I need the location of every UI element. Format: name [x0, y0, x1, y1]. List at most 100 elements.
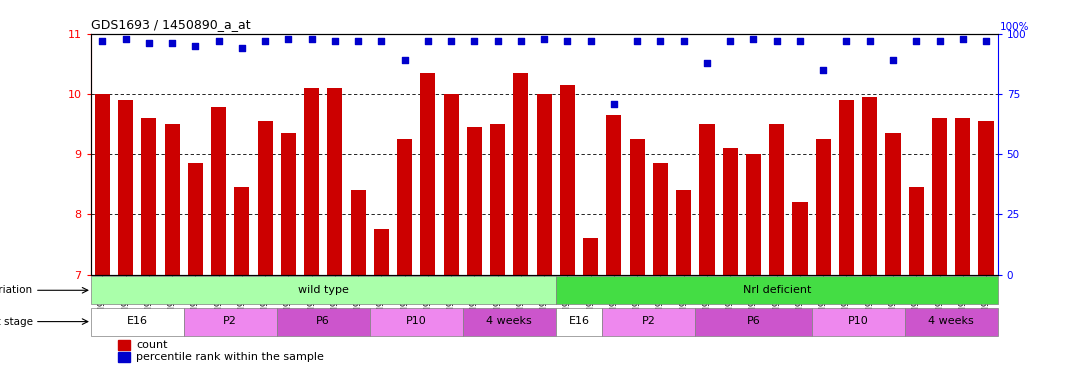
Bar	[188, 163, 203, 274]
Point	[536, 36, 553, 42]
Point	[419, 38, 436, 44]
Bar	[373, 230, 389, 274]
Bar	[235, 187, 250, 274]
Bar	[769, 124, 784, 274]
Point	[280, 36, 297, 42]
Text: P2: P2	[642, 316, 656, 326]
Point	[489, 38, 506, 44]
Bar	[211, 107, 226, 274]
Text: genotype/variation: genotype/variation	[0, 285, 33, 295]
Point	[234, 45, 251, 51]
Bar	[746, 154, 761, 274]
FancyBboxPatch shape	[812, 308, 905, 336]
Text: P10: P10	[848, 316, 869, 326]
Point	[838, 38, 855, 44]
Point	[721, 38, 738, 44]
Point	[652, 38, 669, 44]
Point	[443, 38, 460, 44]
Bar	[467, 127, 482, 274]
Text: 100%: 100%	[1000, 22, 1030, 32]
Point	[372, 38, 389, 44]
Bar	[722, 148, 737, 274]
Bar	[839, 100, 854, 274]
Bar	[118, 100, 133, 274]
Point	[327, 38, 344, 44]
FancyBboxPatch shape	[463, 308, 556, 336]
Bar	[118, 352, 130, 362]
Bar	[815, 139, 831, 274]
Point	[303, 36, 320, 42]
Point	[861, 38, 878, 44]
FancyBboxPatch shape	[602, 308, 696, 336]
Bar	[537, 94, 552, 274]
Text: count: count	[137, 340, 168, 350]
Point	[699, 60, 716, 66]
Text: P6: P6	[317, 316, 330, 326]
Point	[512, 38, 529, 44]
Bar	[560, 85, 575, 274]
Bar	[793, 202, 808, 274]
Bar	[606, 115, 621, 274]
Bar	[164, 124, 179, 274]
Bar	[490, 124, 505, 274]
Bar	[676, 190, 691, 274]
Bar	[978, 121, 993, 274]
Bar	[699, 124, 715, 274]
Point	[977, 38, 994, 44]
Point	[140, 40, 157, 46]
Point	[954, 36, 971, 42]
Text: Nrl deficient: Nrl deficient	[743, 285, 811, 295]
Text: development stage: development stage	[0, 316, 33, 327]
Bar	[444, 94, 459, 274]
Text: 4 weeks: 4 weeks	[928, 316, 974, 326]
Point	[117, 36, 134, 42]
Point	[163, 40, 180, 46]
FancyBboxPatch shape	[370, 308, 463, 336]
Bar	[513, 73, 528, 274]
Point	[675, 38, 692, 44]
FancyBboxPatch shape	[276, 308, 370, 336]
FancyBboxPatch shape	[556, 308, 602, 336]
Bar	[630, 139, 644, 274]
FancyBboxPatch shape	[696, 308, 812, 336]
Bar	[653, 163, 668, 274]
Text: E16: E16	[569, 316, 590, 326]
Text: P2: P2	[223, 316, 237, 326]
Point	[94, 38, 111, 44]
Point	[605, 100, 622, 106]
Bar	[351, 190, 366, 274]
Point	[768, 38, 785, 44]
Bar	[281, 133, 296, 274]
Point	[350, 38, 367, 44]
Point	[559, 38, 576, 44]
Point	[187, 43, 204, 49]
Bar	[584, 238, 599, 274]
Point	[745, 36, 762, 42]
FancyBboxPatch shape	[91, 276, 556, 304]
Bar	[955, 118, 970, 274]
Bar	[886, 133, 901, 274]
Point	[792, 38, 809, 44]
Point	[931, 38, 949, 44]
FancyBboxPatch shape	[905, 308, 998, 336]
Text: percentile rank within the sample: percentile rank within the sample	[137, 352, 324, 362]
Text: 4 weeks: 4 weeks	[487, 316, 532, 326]
Bar	[328, 88, 343, 274]
Bar	[95, 94, 110, 274]
Bar	[420, 73, 435, 274]
Text: GDS1693 / 1450890_a_at: GDS1693 / 1450890_a_at	[91, 18, 251, 31]
Text: P6: P6	[747, 316, 761, 326]
Point	[628, 38, 646, 44]
Bar	[118, 340, 130, 350]
Bar	[931, 118, 947, 274]
Point	[908, 38, 925, 44]
Bar	[862, 97, 877, 274]
Bar	[909, 187, 924, 274]
Text: P10: P10	[405, 316, 427, 326]
Text: E16: E16	[127, 316, 147, 326]
Point	[256, 38, 273, 44]
Point	[583, 38, 600, 44]
Text: wild type: wild type	[298, 285, 349, 295]
FancyBboxPatch shape	[91, 308, 184, 336]
FancyBboxPatch shape	[184, 308, 276, 336]
